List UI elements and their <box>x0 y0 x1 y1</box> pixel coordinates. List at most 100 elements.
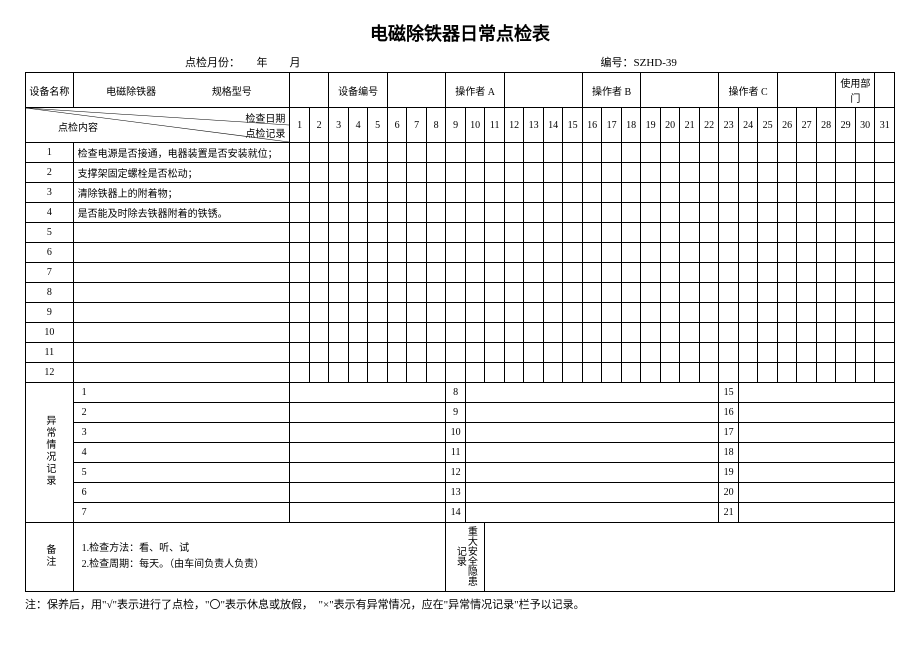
check-cell <box>426 263 446 283</box>
abnormal-row: 71421 <box>26 503 895 523</box>
remarks-label: 备注 <box>26 523 74 592</box>
check-text: 支撑架固定螺栓是否松动； <box>73 163 290 183</box>
check-no: 1 <box>26 143 74 163</box>
footnote: 注：保养后，用"√"表示进行了点检，"〇"表示休息或放假， "×"表示有异常情况… <box>25 596 895 612</box>
check-row: 11 <box>26 343 895 363</box>
ab-no2: 11 <box>446 443 466 463</box>
check-cell <box>407 203 427 223</box>
ab-content2 <box>465 383 719 403</box>
check-cell <box>758 143 778 163</box>
check-cell <box>777 203 797 223</box>
check-cell <box>816 163 836 183</box>
ab-no1: 3 <box>73 423 290 443</box>
check-cell <box>816 183 836 203</box>
ab-content1 <box>290 463 446 483</box>
check-cell <box>329 163 349 183</box>
check-cell <box>660 183 680 203</box>
operator-a-label: 操作者 A <box>446 73 505 108</box>
check-row: 3清除铁器上的附着物； <box>26 183 895 203</box>
check-cell <box>309 163 329 183</box>
check-cell <box>836 163 856 183</box>
check-row: 4是否能及时除去铁器附着的铁锈。 <box>26 203 895 223</box>
check-cell <box>797 303 817 323</box>
check-cell <box>680 283 700 303</box>
check-cell <box>758 323 778 343</box>
check-cell <box>758 183 778 203</box>
check-cell <box>621 343 641 363</box>
check-cell <box>504 243 524 263</box>
inspection-table: 设备名称 电磁除铁器规格型号 设备编号 操作者 A 操作者 B 操作者 C 使用… <box>25 72 895 592</box>
check-cell <box>797 183 817 203</box>
check-cell <box>446 263 466 283</box>
hazard-content <box>485 523 895 592</box>
ab-content3 <box>738 443 894 463</box>
check-cell <box>426 223 446 243</box>
check-cell <box>465 183 485 203</box>
top-meta: 点检月份： 年 月 编号：SZHD-39 <box>185 54 895 70</box>
check-cell <box>582 243 602 263</box>
check-cell <box>875 243 895 263</box>
check-cell <box>758 343 778 363</box>
check-cell <box>329 203 349 223</box>
check-cell <box>777 343 797 363</box>
check-cell <box>485 223 505 243</box>
ab-no2: 9 <box>446 403 466 423</box>
check-cell <box>660 243 680 263</box>
ab-no1: 5 <box>73 463 290 483</box>
check-cell <box>582 203 602 223</box>
check-cell <box>543 363 563 383</box>
check-cell <box>816 303 836 323</box>
check-cell <box>660 283 680 303</box>
check-cell <box>758 283 778 303</box>
check-cell <box>309 263 329 283</box>
check-cell <box>758 303 778 323</box>
check-cell <box>426 363 446 383</box>
check-cell <box>485 243 505 263</box>
check-row: 8 <box>26 283 895 303</box>
check-text <box>73 223 290 243</box>
check-cell <box>738 263 758 283</box>
check-cell <box>309 223 329 243</box>
day-col: 10 <box>465 108 485 143</box>
ab-content2 <box>465 483 719 503</box>
check-cell <box>309 183 329 203</box>
day-col: 1 <box>290 108 310 143</box>
check-cell <box>407 343 427 363</box>
check-cell <box>368 163 388 183</box>
page-title: 电磁除铁器日常点检表 <box>25 20 895 46</box>
check-cell <box>621 163 641 183</box>
check-cell <box>504 203 524 223</box>
remarks-content: 1.检查方法：看、听、试 2.检查周期：每天。（由车间负责人负责） <box>73 523 446 592</box>
day-col: 3 <box>329 108 349 143</box>
check-cell <box>660 163 680 183</box>
check-cell <box>329 283 349 303</box>
check-cell <box>465 163 485 183</box>
check-cell <box>485 283 505 303</box>
check-cell <box>816 263 836 283</box>
check-cell <box>719 163 739 183</box>
check-cell <box>660 303 680 323</box>
operator-b-label: 操作者 B <box>582 73 641 108</box>
check-cell <box>329 243 349 263</box>
check-cell <box>329 343 349 363</box>
check-cell <box>699 143 719 163</box>
check-cell <box>446 143 466 163</box>
check-cell <box>777 143 797 163</box>
check-cell <box>836 183 856 203</box>
operator-c-label: 操作者 C <box>719 73 778 108</box>
check-cell <box>777 183 797 203</box>
check-no: 12 <box>26 363 74 383</box>
check-cell <box>816 363 836 383</box>
check-cell <box>660 363 680 383</box>
check-cell <box>465 363 485 383</box>
check-cell <box>543 183 563 203</box>
check-cell <box>875 283 895 303</box>
check-cell <box>641 243 661 263</box>
check-cell <box>621 363 641 383</box>
check-cell <box>446 303 466 323</box>
check-cell <box>680 143 700 163</box>
check-cell <box>368 343 388 363</box>
day-col: 22 <box>699 108 719 143</box>
check-cell <box>563 163 583 183</box>
check-cell <box>855 363 875 383</box>
